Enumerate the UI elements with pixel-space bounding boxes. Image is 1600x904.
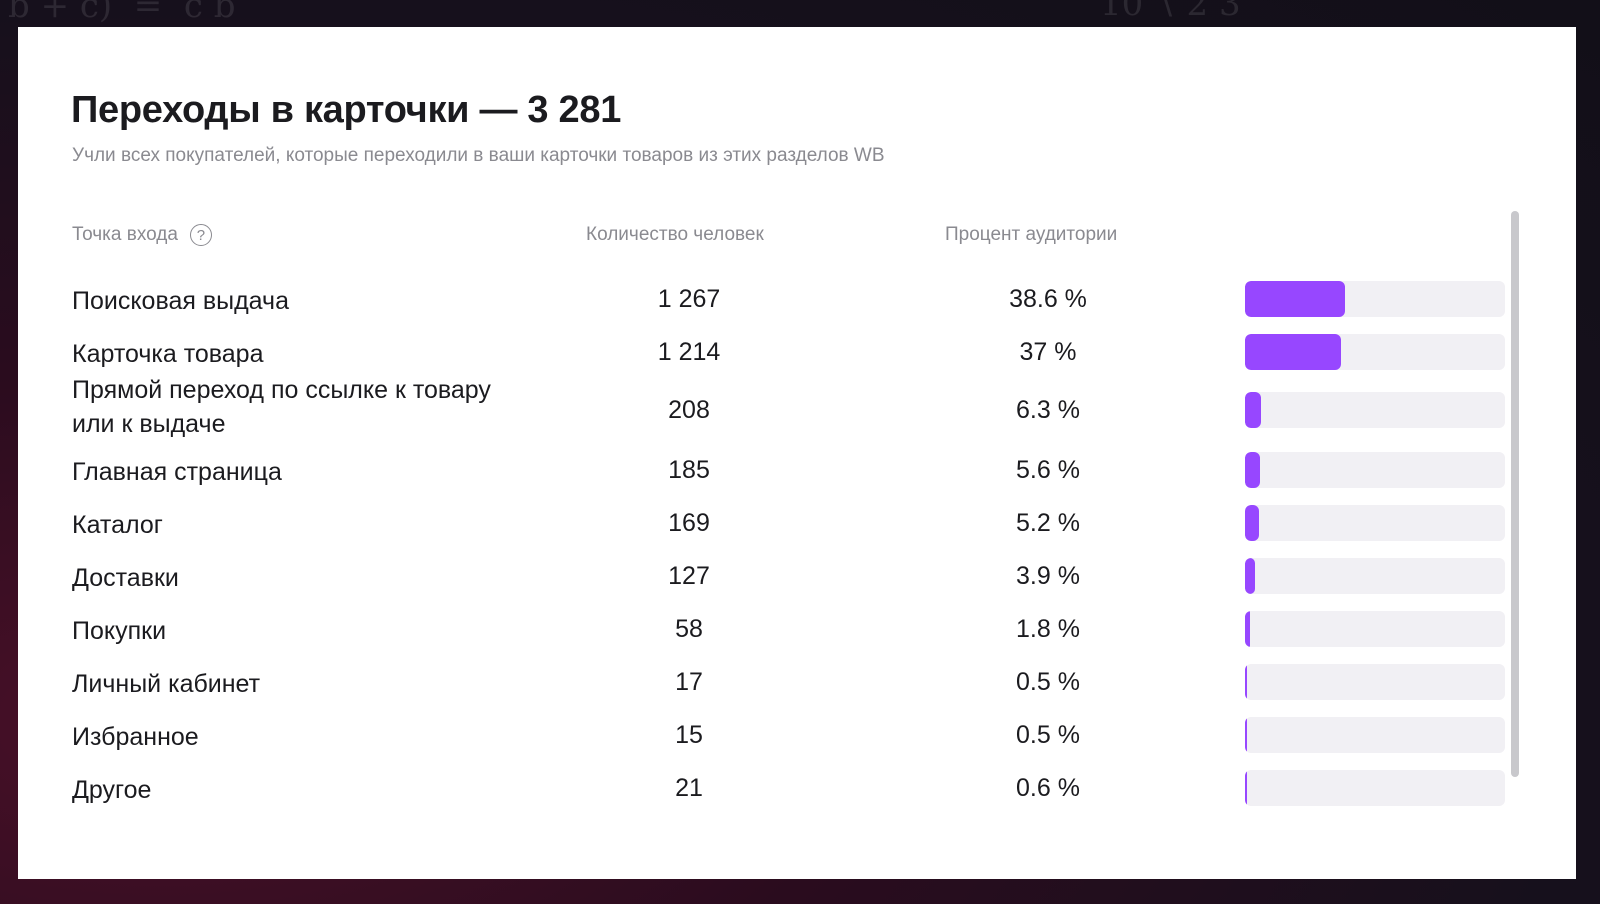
entry-point-name: Главная страница <box>72 458 282 486</box>
share-bar-fill <box>1245 452 1260 488</box>
entry-point-name: Другое <box>72 776 152 804</box>
share-bar-fill <box>1245 281 1345 317</box>
background-doodle: b + c) = c b <box>8 0 236 26</box>
visitor-count: 17 <box>675 668 703 696</box>
table-row: Поисковая выдача 1 267 38.6 % <box>18 281 1576 317</box>
share-bar-track <box>1245 611 1505 647</box>
audience-percent: 37 % <box>1019 338 1077 366</box>
share-bar-track <box>1245 770 1505 806</box>
visitor-count: 15 <box>675 721 703 749</box>
card-subtitle: Учли всех покупателей, которые переходил… <box>72 145 885 166</box>
entry-point-name: Личный кабинет <box>72 670 261 698</box>
share-bar-track <box>1245 717 1505 753</box>
column-header-percent: Процент аудитории <box>945 224 1118 245</box>
visitor-count: 208 <box>668 396 710 424</box>
table-row: Покупки 58 1.8 % <box>18 611 1576 647</box>
share-bar-fill <box>1245 717 1247 753</box>
share-bar-fill <box>1245 392 1261 428</box>
entry-point-name: Каталог <box>72 511 163 539</box>
traffic-sources-card: Переходы в карточки — 3 281 Учли всех по… <box>18 27 1576 879</box>
table-row: Избранное 15 0.5 % <box>18 717 1576 753</box>
visitor-count: 21 <box>675 774 703 802</box>
share-bar-fill <box>1245 611 1250 647</box>
entry-point-name: Прямой переход по ссылке к товару или к … <box>72 376 491 438</box>
audience-percent: 0.6 % <box>1016 774 1080 802</box>
share-bar-track <box>1245 664 1505 700</box>
entry-point-name: Карточка товара <box>72 340 264 368</box>
visitor-count: 169 <box>668 509 710 537</box>
audience-percent: 1.8 % <box>1016 615 1080 643</box>
entry-point-name: Покупки <box>72 617 167 645</box>
share-bar-fill <box>1245 770 1247 806</box>
audience-percent: 38.6 % <box>1009 285 1087 313</box>
table-row: Прямой переход по ссылке к товару или к … <box>18 375 1576 445</box>
column-header-count: Количество человек <box>586 224 764 245</box>
entry-point-name: Поисковая выдача <box>72 287 289 315</box>
table-row: Главная страница 185 5.6 % <box>18 452 1576 488</box>
table-row: Личный кабинет 17 0.5 % <box>18 664 1576 700</box>
audience-percent: 5.2 % <box>1016 509 1080 537</box>
question-circle-icon[interactable]: ? <box>189 224 212 246</box>
column-header-entry-point-label: Точка входа <box>72 224 178 245</box>
share-bar-track <box>1245 281 1505 317</box>
share-bar-fill <box>1245 664 1247 700</box>
share-bar-track <box>1245 558 1505 594</box>
visitor-count: 127 <box>668 562 710 590</box>
visitor-count: 58 <box>675 615 703 643</box>
visitor-count: 1 267 <box>657 285 721 313</box>
audience-percent: 5.6 % <box>1016 456 1080 484</box>
table-row: Карточка товара 1 214 37 % <box>18 334 1576 370</box>
share-bar-fill <box>1245 558 1255 594</box>
share-bar-track <box>1245 505 1505 541</box>
background-doodle: 10 ∖ 2 3 <box>1100 0 1241 24</box>
audience-percent: 3.9 % <box>1016 562 1080 590</box>
visitor-count: 185 <box>668 456 710 484</box>
share-bar-track <box>1245 392 1505 428</box>
table-row: Другое 21 0.6 % <box>18 770 1576 806</box>
share-bar-track <box>1245 452 1505 488</box>
visitor-count: 1 214 <box>657 338 721 366</box>
audience-percent: 6.3 % <box>1016 396 1080 424</box>
card-title: Переходы в карточки — 3 281 <box>71 89 622 131</box>
column-header-entry-point: Точка входа ? <box>72 224 212 246</box>
audience-percent: 0.5 % <box>1016 721 1080 749</box>
share-bar-fill <box>1245 505 1259 541</box>
share-bar-fill <box>1245 334 1341 370</box>
entry-point-name: Избранное <box>72 723 199 751</box>
table-row: Доставки 127 3.9 % <box>18 558 1576 594</box>
entry-point-name: Доставки <box>72 564 179 592</box>
vertical-scrollbar[interactable] <box>1511 211 1519 777</box>
audience-percent: 0.5 % <box>1016 668 1080 696</box>
table-row: Каталог 169 5.2 % <box>18 505 1576 541</box>
share-bar-track <box>1245 334 1505 370</box>
